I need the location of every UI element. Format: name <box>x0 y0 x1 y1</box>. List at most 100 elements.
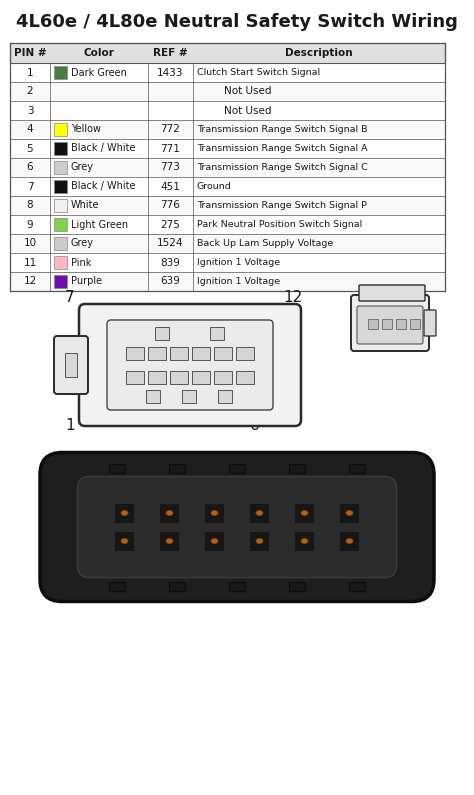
Bar <box>182 390 196 403</box>
Bar <box>192 370 210 383</box>
Text: Transmission Range Switch Signal C: Transmission Range Switch Signal C <box>197 163 368 172</box>
Ellipse shape <box>166 538 173 544</box>
Bar <box>236 347 254 359</box>
Text: 639: 639 <box>161 277 181 286</box>
Ellipse shape <box>121 510 128 515</box>
Ellipse shape <box>121 538 128 544</box>
Text: 771: 771 <box>161 144 181 153</box>
Bar <box>54 218 67 231</box>
Text: 451: 451 <box>161 181 181 192</box>
Text: Ignition 1 Voltage: Ignition 1 Voltage <box>197 258 280 267</box>
Bar <box>10 101 445 120</box>
Bar <box>349 463 365 472</box>
Text: 10: 10 <box>23 238 36 249</box>
Bar <box>204 531 225 551</box>
Bar <box>10 139 445 158</box>
Text: Grey: Grey <box>71 238 94 249</box>
Bar <box>10 177 445 196</box>
Bar <box>229 463 245 472</box>
Text: Description: Description <box>285 48 353 58</box>
Text: 1433: 1433 <box>157 68 184 77</box>
FancyBboxPatch shape <box>40 452 434 602</box>
Bar <box>10 158 445 177</box>
Bar <box>294 531 315 551</box>
Bar <box>54 123 67 136</box>
Text: 772: 772 <box>161 125 181 134</box>
Text: Transmission Range Switch Signal A: Transmission Range Switch Signal A <box>197 144 368 153</box>
Bar <box>214 370 232 383</box>
Text: Transmission Range Switch Signal B: Transmission Range Switch Signal B <box>197 125 367 134</box>
Ellipse shape <box>301 510 308 515</box>
Text: Transmission Range Switch Signal P: Transmission Range Switch Signal P <box>197 201 367 210</box>
Bar <box>54 237 67 250</box>
Bar <box>214 347 232 359</box>
Ellipse shape <box>166 510 173 515</box>
Text: Black / White: Black / White <box>71 181 136 192</box>
Bar <box>249 503 270 523</box>
Text: Light Green: Light Green <box>71 219 128 230</box>
Bar <box>155 327 169 340</box>
FancyBboxPatch shape <box>54 336 88 394</box>
Text: Back Up Lam Supply Voltage: Back Up Lam Supply Voltage <box>197 239 333 248</box>
Text: Yellow: Yellow <box>71 125 101 134</box>
Text: White: White <box>71 200 100 211</box>
Text: Ignition 1 Voltage: Ignition 1 Voltage <box>197 277 280 286</box>
Bar <box>115 531 135 551</box>
Bar <box>10 43 445 63</box>
Text: 1: 1 <box>65 417 75 432</box>
Bar <box>218 390 232 403</box>
Ellipse shape <box>346 510 353 515</box>
FancyBboxPatch shape <box>359 285 425 301</box>
Bar <box>159 531 180 551</box>
Text: 3: 3 <box>27 106 33 115</box>
Ellipse shape <box>211 538 218 544</box>
Bar <box>126 347 144 359</box>
Bar <box>339 503 359 523</box>
Bar <box>10 272 445 291</box>
Bar <box>294 503 315 523</box>
Bar <box>54 66 67 79</box>
Text: 1: 1 <box>27 68 33 77</box>
Text: 4: 4 <box>27 125 33 134</box>
Bar <box>170 347 188 359</box>
Bar <box>382 319 392 329</box>
Bar <box>159 503 180 523</box>
Bar <box>10 82 445 101</box>
Text: Purple: Purple <box>71 277 102 286</box>
Bar <box>10 120 445 139</box>
Bar <box>192 347 210 359</box>
Text: 11: 11 <box>23 258 36 267</box>
Ellipse shape <box>211 510 218 515</box>
Bar <box>349 581 365 591</box>
Bar <box>169 463 185 472</box>
Bar <box>54 161 67 174</box>
Bar <box>204 503 225 523</box>
Text: 776: 776 <box>161 200 181 211</box>
FancyBboxPatch shape <box>351 295 429 351</box>
Ellipse shape <box>256 510 263 515</box>
Text: 5: 5 <box>27 144 33 153</box>
Ellipse shape <box>256 538 263 544</box>
Bar <box>169 581 185 591</box>
Bar <box>410 319 420 329</box>
Text: 6: 6 <box>27 162 33 173</box>
Text: 9: 9 <box>27 219 33 230</box>
FancyBboxPatch shape <box>78 476 396 577</box>
Bar <box>146 390 160 403</box>
Bar <box>10 253 445 272</box>
Text: 12: 12 <box>23 277 36 286</box>
FancyBboxPatch shape <box>79 304 301 426</box>
Bar <box>115 503 135 523</box>
Bar <box>249 531 270 551</box>
Bar <box>54 275 67 288</box>
Text: 839: 839 <box>161 258 181 267</box>
Bar <box>54 180 67 193</box>
Bar <box>65 353 77 377</box>
Bar <box>229 581 245 591</box>
Text: 773: 773 <box>161 162 181 173</box>
Text: REF #: REF # <box>153 48 188 58</box>
Bar <box>289 581 305 591</box>
FancyBboxPatch shape <box>424 310 436 336</box>
Text: Black / White: Black / White <box>71 144 136 153</box>
Text: 8: 8 <box>27 200 33 211</box>
